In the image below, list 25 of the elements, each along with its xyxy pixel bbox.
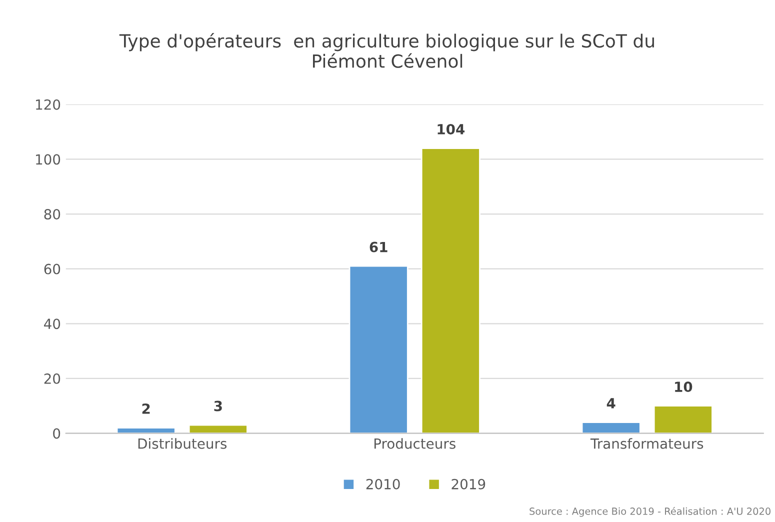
y-tick-label: 100 bbox=[36, 154, 60, 165]
data-label: 104 bbox=[438, 124, 465, 134]
y-tick-label: 120 bbox=[36, 99, 60, 110]
x-tick-label: Distributeurs bbox=[138, 438, 227, 449]
y-tick-label: 0 bbox=[53, 428, 60, 439]
x-tick-label: Producteurs bbox=[374, 438, 456, 449]
data-label: 4 bbox=[606, 398, 616, 408]
y-tick-label: 20 bbox=[44, 373, 60, 384]
bar bbox=[581, 422, 641, 434]
bar bbox=[420, 148, 480, 434]
y-tick-label: 40 bbox=[44, 318, 60, 330]
legend-label: 2010 bbox=[366, 478, 400, 490]
x-tick-label: Transformateurs bbox=[590, 438, 704, 449]
bar bbox=[348, 265, 408, 434]
bar bbox=[653, 405, 713, 434]
y-tick-label: 60 bbox=[44, 264, 60, 274]
source-note: Source : Agence Bio 2019 - Réalisation : A'U 2020 bbox=[530, 506, 770, 517]
data-label: 3 bbox=[214, 400, 222, 412]
y-tick-label: 80 bbox=[44, 208, 60, 220]
legend-label: 2019 bbox=[452, 478, 486, 490]
data-label: 2 bbox=[142, 403, 150, 414]
chart-title: Type d'opérateurs en agriculture biologique sur le SCoT du Piémont Cévenol bbox=[119, 32, 654, 68]
data-label: 10 bbox=[675, 382, 692, 392]
bar bbox=[188, 424, 248, 434]
data-label: 61 bbox=[370, 242, 388, 252]
